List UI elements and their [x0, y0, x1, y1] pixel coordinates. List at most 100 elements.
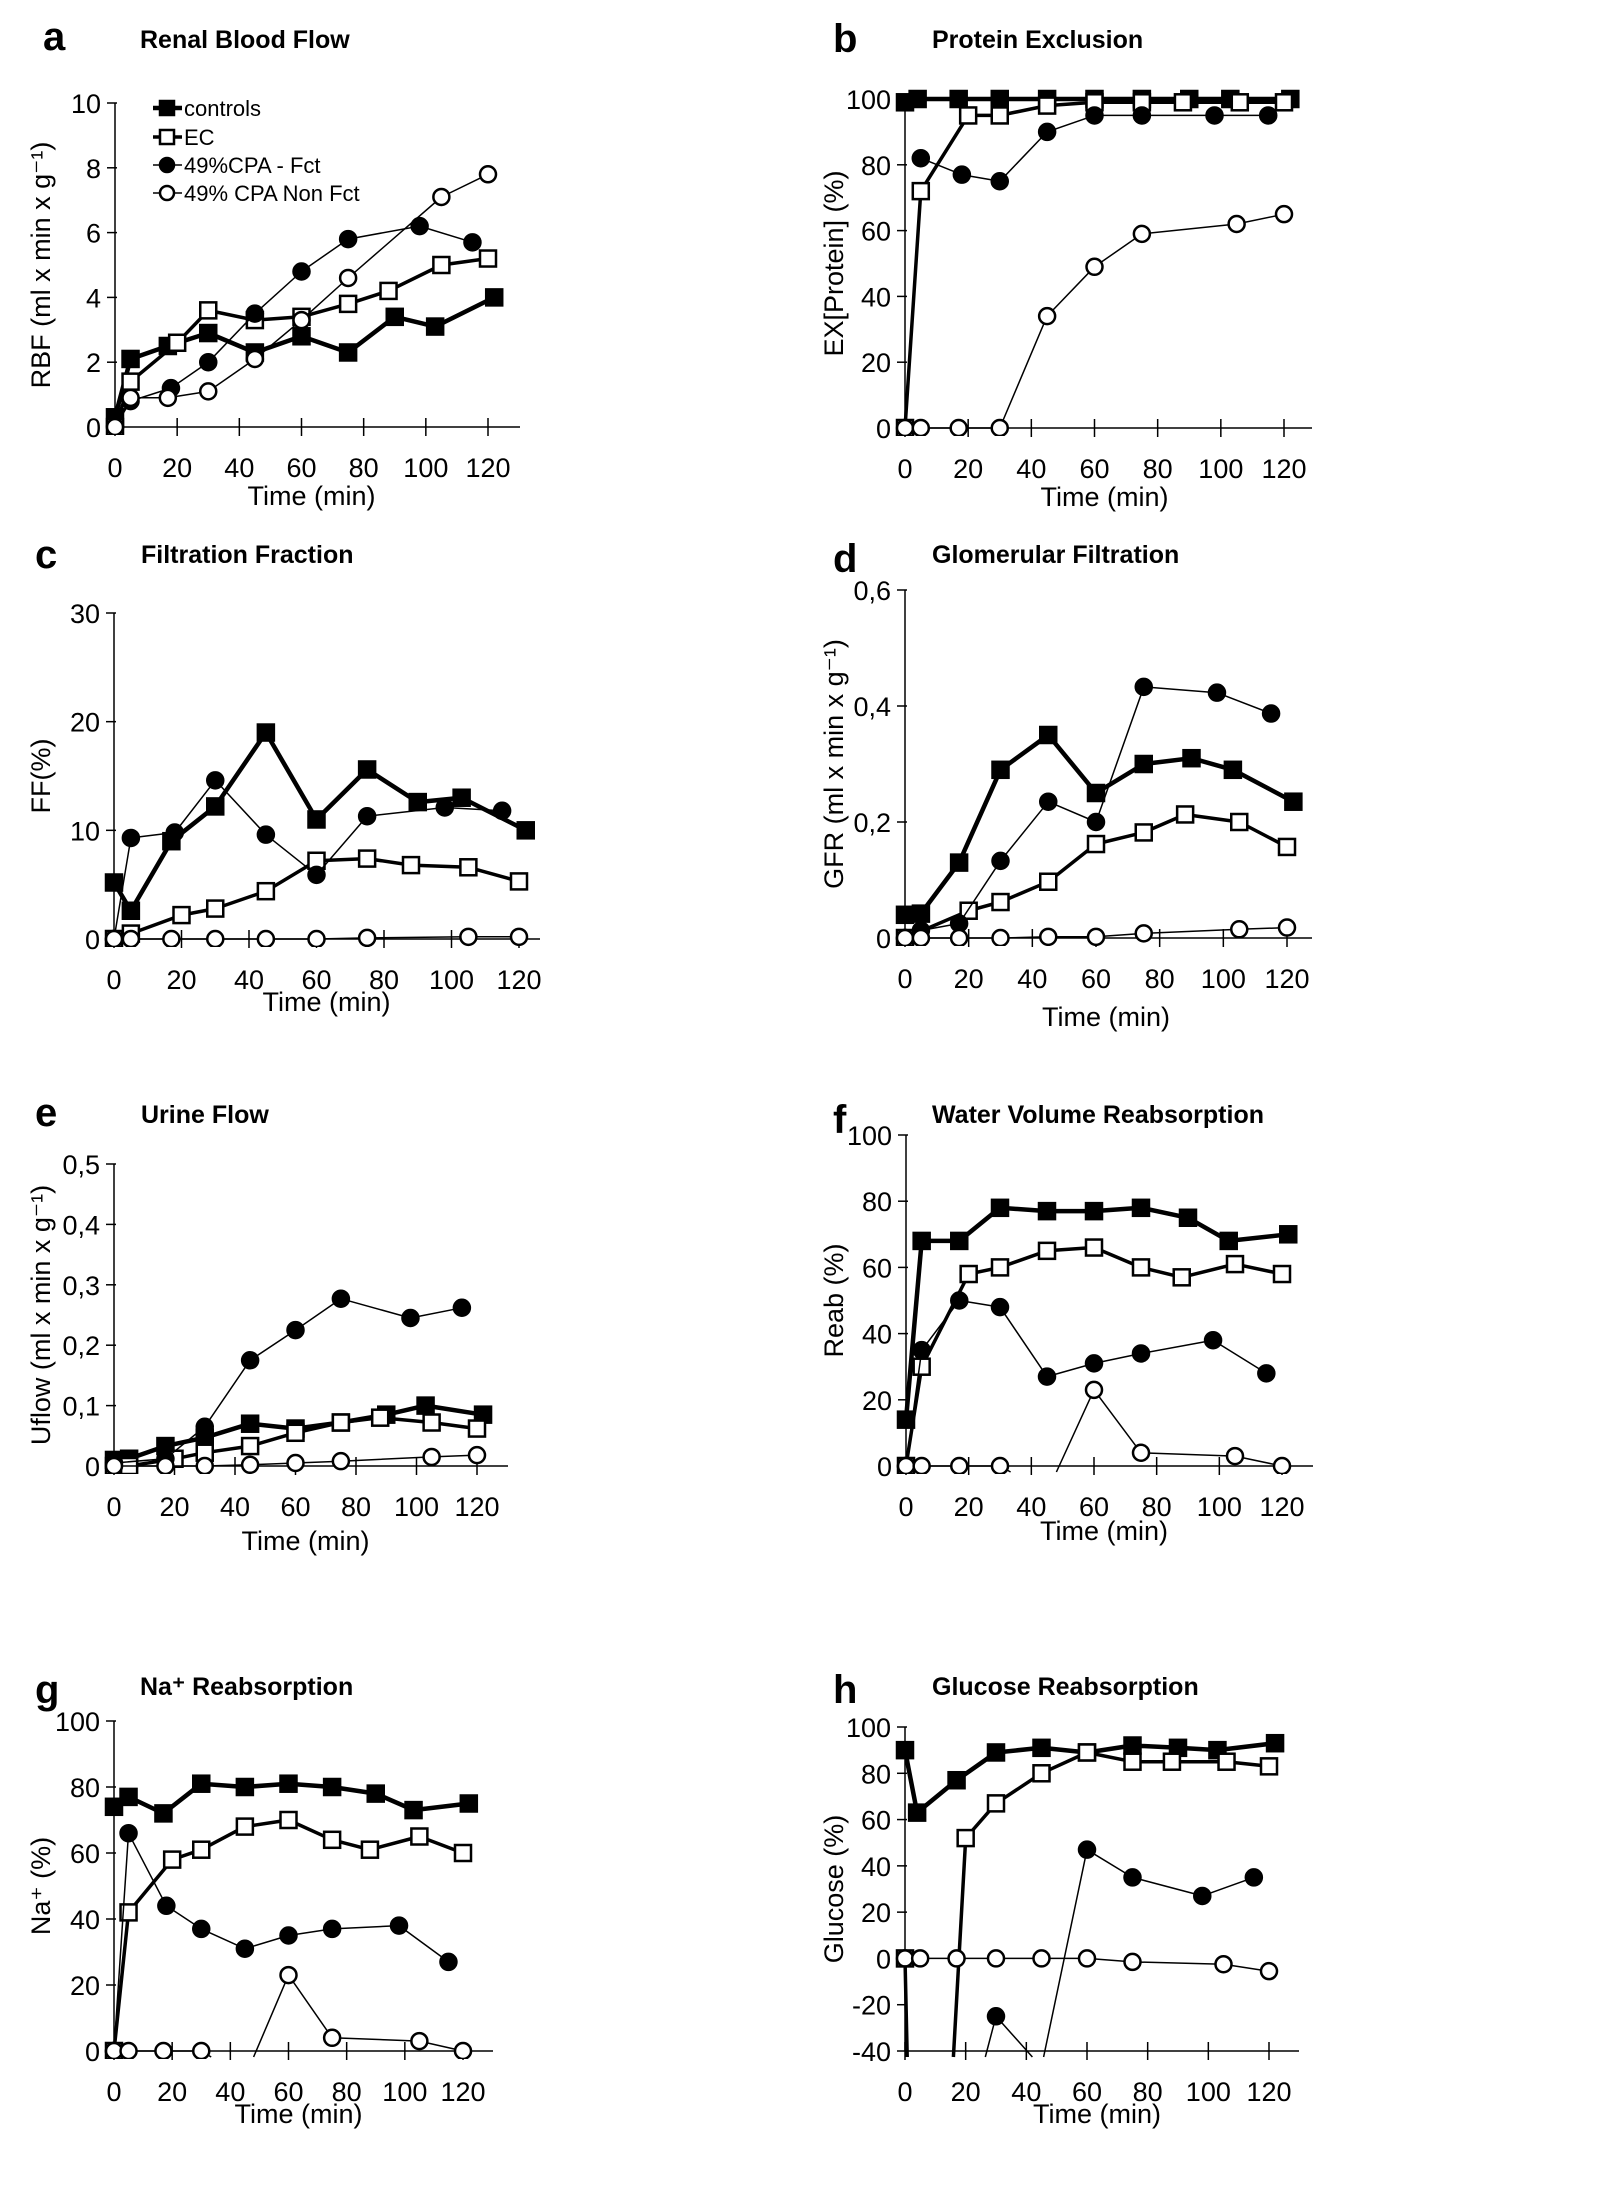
data-point: [154, 1804, 173, 1823]
y-tick-label: 30: [70, 599, 100, 629]
data-point: [1225, 1254, 1245, 1274]
data-point: [286, 1453, 305, 1473]
y-tick-label: 20: [70, 708, 100, 738]
data-point: [192, 1840, 211, 1859]
x-tick-label: 60: [301, 965, 331, 995]
y-tick-label: 10: [71, 89, 101, 119]
data-point: [192, 2041, 211, 2059]
x-axis-label: Time (min): [235, 2099, 363, 2129]
panel-title: Filtration Fraction: [141, 541, 354, 569]
data-point: [911, 418, 931, 436]
data-point: [509, 872, 529, 891]
y-tick-label: 0,2: [853, 808, 891, 838]
data-point: [1259, 1757, 1279, 1776]
data-point: [1257, 1364, 1276, 1383]
data-point: [1039, 725, 1058, 745]
x-tick-label: 40: [215, 2077, 245, 2107]
data-point: [1132, 224, 1152, 244]
data-point: [478, 249, 498, 268]
data-point: [949, 418, 968, 436]
series-line: [903, 1750, 1270, 2058]
data-point: [986, 1949, 1006, 1968]
data-point: [1123, 1868, 1142, 1887]
data-point: [240, 1351, 260, 1370]
series-controls: [896, 1198, 1298, 1429]
x-tick-label: 0: [897, 454, 912, 484]
series-line: [904, 686, 1272, 939]
y-tick-label: 80: [861, 1759, 891, 1789]
series-line: [112, 1781, 470, 1816]
data-point: [509, 927, 529, 947]
data-point: [990, 1456, 1010, 1474]
x-tick-label: 100: [1197, 1492, 1242, 1522]
series-line: [112, 295, 496, 418]
data-point: [991, 892, 1010, 912]
x-tick-label: 0: [106, 1492, 121, 1522]
y-tick-label: 0: [876, 924, 891, 954]
data-point: [199, 301, 218, 320]
data-point: [322, 2028, 342, 2048]
legend-item-cpa-non-fct: 49% CPA Non Fct: [153, 181, 360, 206]
series-line: [113, 856, 520, 941]
data-point: [404, 1800, 423, 1820]
series-cpa-fct: [104, 771, 512, 947]
data-point: [1037, 122, 1057, 142]
data-point: [192, 1774, 211, 1793]
data-point: [1085, 257, 1104, 277]
legend-item-cpa-fct: 49%CPA - Fct: [153, 153, 321, 178]
x-tick-label: 40: [1011, 2077, 1041, 2107]
data-point: [1086, 783, 1106, 803]
data-point: [286, 1320, 305, 1340]
data-point: [1131, 1198, 1151, 1218]
panel-letter: b: [833, 17, 857, 61]
data-point: [1039, 792, 1058, 811]
x-tick-label: 120: [1259, 1492, 1304, 1522]
data-point: [1172, 1268, 1191, 1287]
series-line: [904, 96, 1291, 105]
data-point: [1214, 1954, 1233, 1974]
data-point: [121, 901, 141, 920]
x-tick-label: 20: [954, 1492, 984, 1522]
data-point: [1037, 306, 1057, 326]
data-point: [422, 1447, 441, 1467]
y-tick-label: 0,6: [853, 576, 891, 606]
x-tick-label: 20: [166, 965, 196, 995]
series-cpa-non-fct: [104, 1965, 473, 2059]
data-point: [895, 418, 915, 436]
data-point: [1039, 927, 1058, 946]
data-point: [307, 810, 326, 829]
data-point: [1084, 1238, 1104, 1257]
y-tick-label: 0: [85, 1452, 100, 1482]
data-point: [307, 865, 326, 885]
data-point: [1279, 1225, 1298, 1244]
data-point: [463, 233, 482, 252]
series-line: [112, 1818, 464, 2052]
data-point: [910, 1949, 930, 1968]
data-point: [425, 317, 445, 336]
x-tick-label: 120: [1246, 2077, 1291, 2107]
data-point: [199, 323, 218, 343]
data-point: [1134, 677, 1153, 697]
data-point: [331, 1451, 351, 1471]
data-point: [172, 905, 191, 925]
series-cpa-fct: [105, 216, 482, 435]
x-tick-label: 20: [953, 454, 983, 484]
data-point: [1123, 1752, 1142, 1771]
x-tick-label: 20: [162, 453, 192, 483]
data-point: [121, 349, 140, 369]
data-point: [911, 148, 931, 168]
x-tick-label: 20: [159, 1492, 189, 1522]
data-point: [1227, 214, 1246, 234]
data-point: [279, 1774, 298, 1793]
data-point: [1265, 1733, 1285, 1753]
series-cpa-fct: [896, 1291, 1276, 1474]
y-tick-label: 10: [70, 816, 100, 846]
data-point: [1032, 1949, 1051, 1968]
legend: controls EC 49%CPA - Fct 49% CPA Non Fct: [153, 96, 360, 206]
data-point: [292, 327, 311, 346]
x-tick-label: 60: [1079, 1492, 1109, 1522]
x-axis-label: Time (min): [1040, 1516, 1168, 1546]
panel-letter: c: [35, 533, 57, 577]
data-point: [408, 792, 427, 812]
x-tick-label: 100: [1201, 964, 1246, 994]
